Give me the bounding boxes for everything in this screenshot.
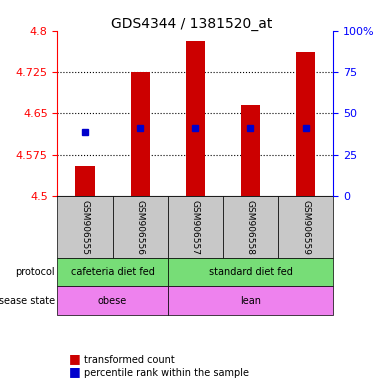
- Bar: [186, 41, 205, 196]
- FancyBboxPatch shape: [278, 196, 333, 258]
- Text: disease state: disease state: [0, 296, 55, 306]
- Text: obese: obese: [98, 296, 127, 306]
- FancyBboxPatch shape: [113, 196, 168, 258]
- Bar: [75, 166, 95, 196]
- Text: GSM906555: GSM906555: [80, 200, 90, 255]
- Text: GSM906558: GSM906558: [246, 200, 255, 255]
- Text: percentile rank within the sample: percentile rank within the sample: [84, 368, 249, 378]
- FancyBboxPatch shape: [57, 286, 168, 315]
- FancyBboxPatch shape: [168, 196, 223, 258]
- Text: GDS4344 / 1381520_at: GDS4344 / 1381520_at: [111, 17, 272, 31]
- Bar: [131, 72, 150, 196]
- Text: cafeteria diet fed: cafeteria diet fed: [71, 267, 154, 277]
- Text: ■: ■: [69, 352, 81, 365]
- Text: GSM906556: GSM906556: [136, 200, 145, 255]
- Text: GSM906557: GSM906557: [191, 200, 200, 255]
- Bar: [296, 52, 315, 196]
- Text: lean: lean: [240, 296, 261, 306]
- Text: protocol: protocol: [15, 267, 55, 277]
- Text: standard diet fed: standard diet fed: [209, 267, 292, 277]
- FancyBboxPatch shape: [223, 196, 278, 258]
- Text: ■: ■: [69, 365, 81, 378]
- FancyBboxPatch shape: [168, 286, 333, 315]
- FancyBboxPatch shape: [168, 258, 333, 286]
- FancyBboxPatch shape: [57, 196, 113, 258]
- Bar: [241, 105, 260, 196]
- Text: transformed count: transformed count: [84, 355, 175, 365]
- Text: GSM906559: GSM906559: [301, 200, 310, 255]
- FancyBboxPatch shape: [57, 258, 168, 286]
